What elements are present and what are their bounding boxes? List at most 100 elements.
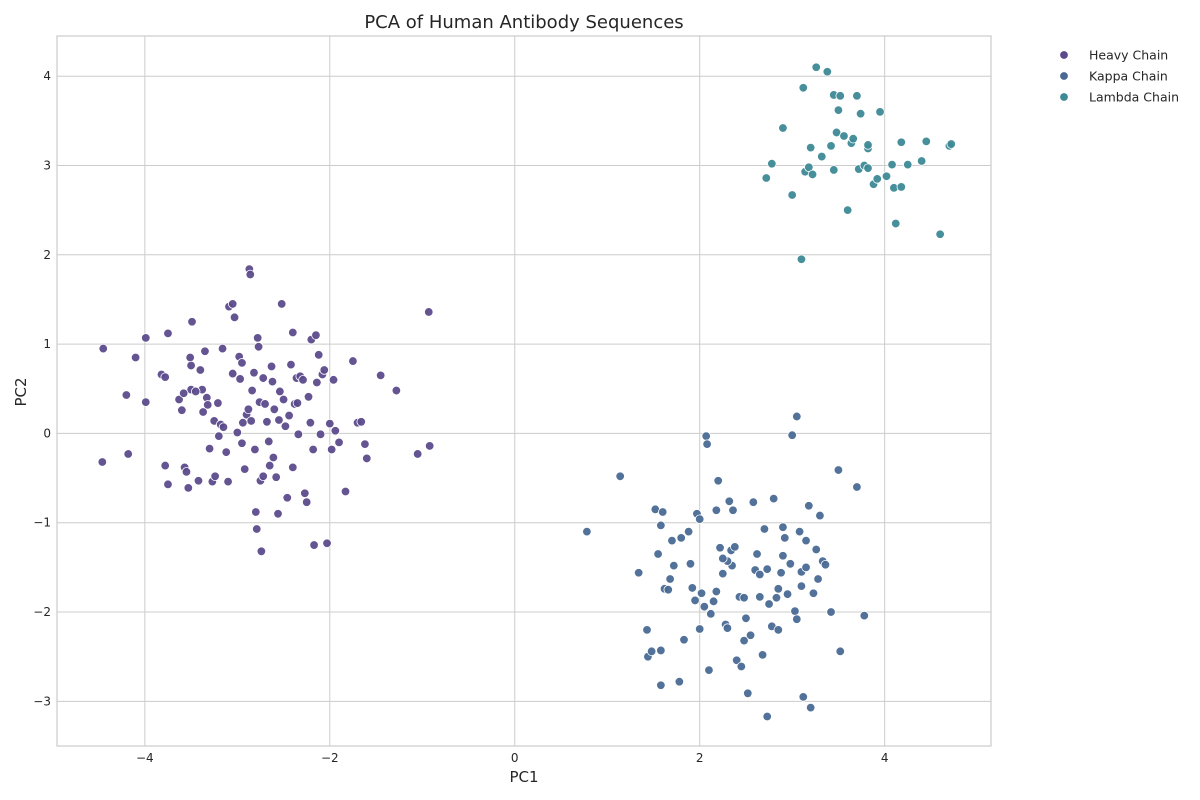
data-point	[755, 569, 765, 580]
data-point	[731, 655, 742, 665]
legend-marker	[1059, 71, 1069, 81]
data-point	[288, 462, 298, 473]
data-point	[771, 593, 782, 603]
data-point	[852, 482, 862, 492]
data-point	[292, 398, 303, 408]
data-point	[801, 535, 811, 546]
data-point	[273, 509, 283, 519]
data-point	[801, 562, 811, 573]
data-point	[223, 476, 233, 487]
data-point	[796, 254, 807, 264]
data-point	[253, 342, 264, 352]
y-tick-label: 2	[43, 248, 51, 262]
data-point	[946, 139, 956, 149]
tick-labels: −4 −2 0 2 4 −3 −2 −1 0 1 2 3 4	[33, 69, 888, 765]
legend: Heavy Chain Kappa Chain Lambda Chain	[1059, 48, 1179, 105]
data-point	[305, 418, 316, 428]
data-point	[762, 711, 772, 722]
data-point	[796, 581, 807, 591]
y-tick-label: −1	[33, 516, 51, 530]
data-point	[319, 365, 329, 375]
data-point	[815, 510, 825, 521]
data-point	[755, 592, 765, 602]
data-point	[852, 91, 862, 101]
x-tick-label: 2	[696, 751, 704, 765]
data-point	[235, 374, 245, 384]
data-point	[653, 549, 663, 559]
x-axis-label: PC1	[509, 768, 538, 786]
data-point	[275, 386, 285, 397]
data-point	[250, 444, 260, 455]
data-point	[667, 535, 677, 546]
data-point	[260, 399, 270, 409]
x-tick-label: 0	[511, 751, 519, 765]
data-point	[391, 385, 402, 396]
data-point	[141, 333, 151, 343]
chart-title: PCA of Human Antibody Sequences	[364, 12, 683, 33]
data-point	[221, 447, 231, 457]
data-point	[646, 646, 657, 657]
data-point	[736, 661, 747, 672]
data-point	[303, 392, 314, 402]
data-point	[921, 136, 931, 147]
data-point	[191, 386, 201, 397]
data-point	[813, 574, 823, 584]
data-point	[875, 107, 885, 117]
data-point	[839, 131, 849, 141]
data-point	[696, 588, 707, 598]
data-point	[842, 205, 853, 215]
data-point	[715, 543, 725, 553]
data-point	[761, 173, 771, 183]
data-point	[891, 218, 901, 229]
data-point	[798, 692, 808, 702]
data-point	[200, 346, 210, 356]
data-point	[288, 327, 298, 338]
data-point	[835, 91, 845, 101]
legend-label: Kappa Chain	[1089, 69, 1168, 84]
data-point	[790, 606, 800, 616]
data-point	[315, 429, 326, 440]
data-point	[424, 441, 435, 451]
data-point	[282, 493, 292, 503]
data-point	[178, 388, 189, 398]
data-point	[186, 360, 196, 371]
data-point	[776, 568, 786, 578]
x-tick-label: −4	[136, 751, 154, 765]
data-point	[312, 377, 322, 388]
data-point	[308, 444, 318, 455]
data-point	[656, 645, 666, 656]
data-point	[340, 486, 351, 497]
data-point	[762, 564, 772, 574]
data-point	[935, 229, 945, 239]
data-point	[859, 610, 870, 621]
data-point	[704, 665, 714, 675]
data-point	[280, 421, 291, 431]
data-point	[728, 505, 738, 515]
data-point	[835, 646, 845, 657]
legend-marker	[1059, 50, 1069, 60]
data-point	[718, 568, 728, 579]
data-point	[741, 613, 751, 623]
data-point	[804, 501, 814, 511]
data-point	[375, 370, 386, 381]
data-point	[748, 497, 759, 507]
data-point	[262, 417, 272, 427]
data-point	[896, 137, 906, 147]
data-point	[274, 415, 284, 425]
data-point	[808, 588, 819, 598]
data-point	[767, 159, 777, 169]
data-point	[195, 365, 206, 375]
data-point	[782, 589, 793, 599]
data-point	[676, 533, 686, 543]
data-point	[811, 62, 821, 72]
data-point	[232, 427, 243, 438]
data-point	[246, 416, 256, 426]
data-point	[412, 449, 423, 459]
data-point	[278, 394, 289, 405]
data-point	[160, 460, 170, 471]
data-point	[699, 601, 710, 612]
data-point	[286, 359, 296, 370]
data-point	[252, 524, 262, 534]
data-point	[249, 367, 259, 378]
grid	[57, 36, 991, 746]
